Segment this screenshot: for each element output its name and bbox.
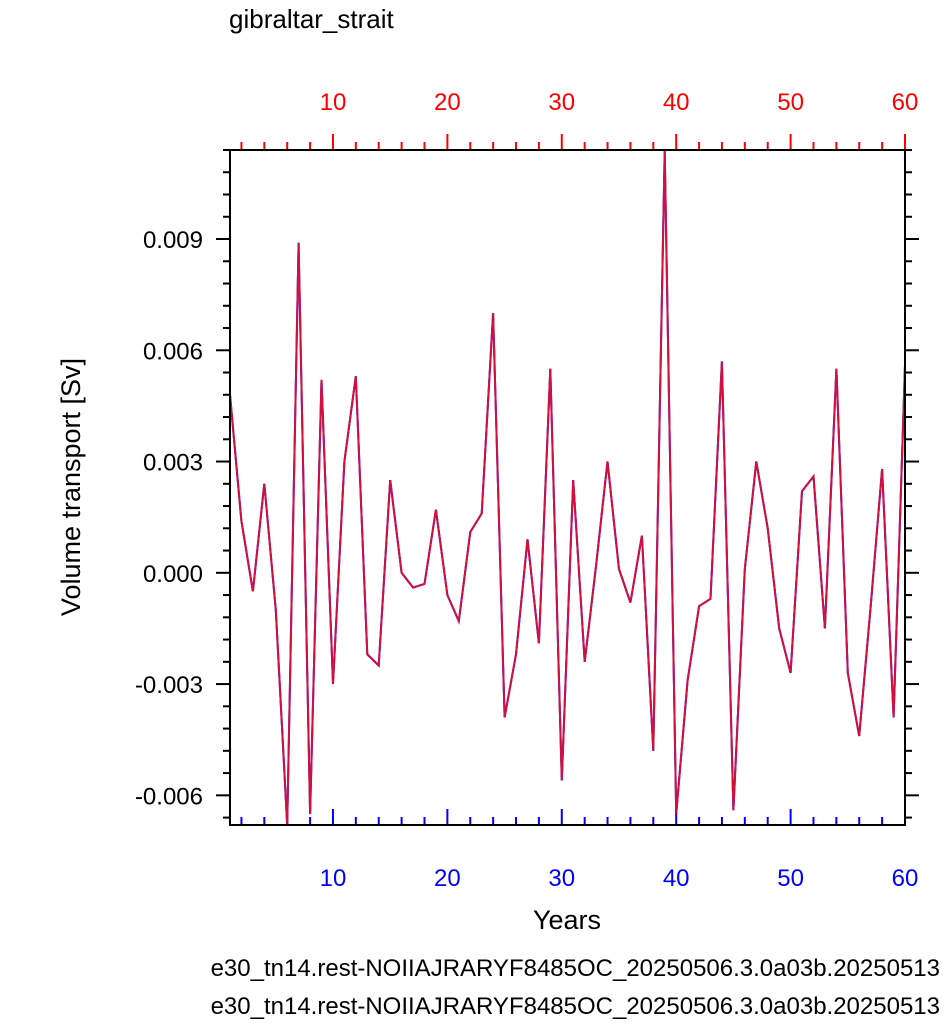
y-tick-label: 0.009 xyxy=(143,227,203,254)
legend-entry-blue: e30_tn14.rest-NOIIAJRARYF8485OC_20250506… xyxy=(210,955,940,982)
tick-labels: 10 10 20 20 30 30 40 40 50 50 60 60 -0.006 -0.003 0.00… xyxy=(135,89,918,892)
x-tick-label-bottom: 30 xyxy=(548,865,575,892)
x-axis-title: Years xyxy=(533,905,601,935)
y-tick-label: -0.006 xyxy=(135,783,203,810)
series-lines xyxy=(229,149,906,826)
y-axis-title: Volume transport [Sv] xyxy=(56,358,86,616)
y-tick-label: 0.006 xyxy=(143,338,203,365)
x-tick-label-top: 40 xyxy=(663,89,690,116)
legend-entry-red: e30_tn14.rest-NOIIAJRARYF8485OC_20250506… xyxy=(210,993,940,1020)
x-tick-label-top: 50 xyxy=(777,89,804,116)
x-tick-label-top: 20 xyxy=(434,89,461,116)
x-tick-label-bottom: 10 xyxy=(320,865,347,892)
y-tick-label: 0.003 xyxy=(143,450,203,477)
x-tick-label-bottom: 40 xyxy=(663,865,690,892)
x-tick-label-bottom: 60 xyxy=(892,865,919,892)
x-tick-label-top: 60 xyxy=(892,89,919,116)
x-tick-label-bottom: 50 xyxy=(777,865,804,892)
x-tick-label-bottom: 20 xyxy=(434,865,461,892)
x-tick-label-top: 10 xyxy=(320,89,347,116)
y-tick-label: 0.000 xyxy=(143,561,203,588)
y-tick-label: -0.003 xyxy=(135,672,203,699)
chart-title: gibraltar_strait xyxy=(229,4,395,34)
plot-frame xyxy=(229,149,906,826)
series-line-red xyxy=(229,149,906,826)
x-tick-label-top: 30 xyxy=(548,89,575,116)
